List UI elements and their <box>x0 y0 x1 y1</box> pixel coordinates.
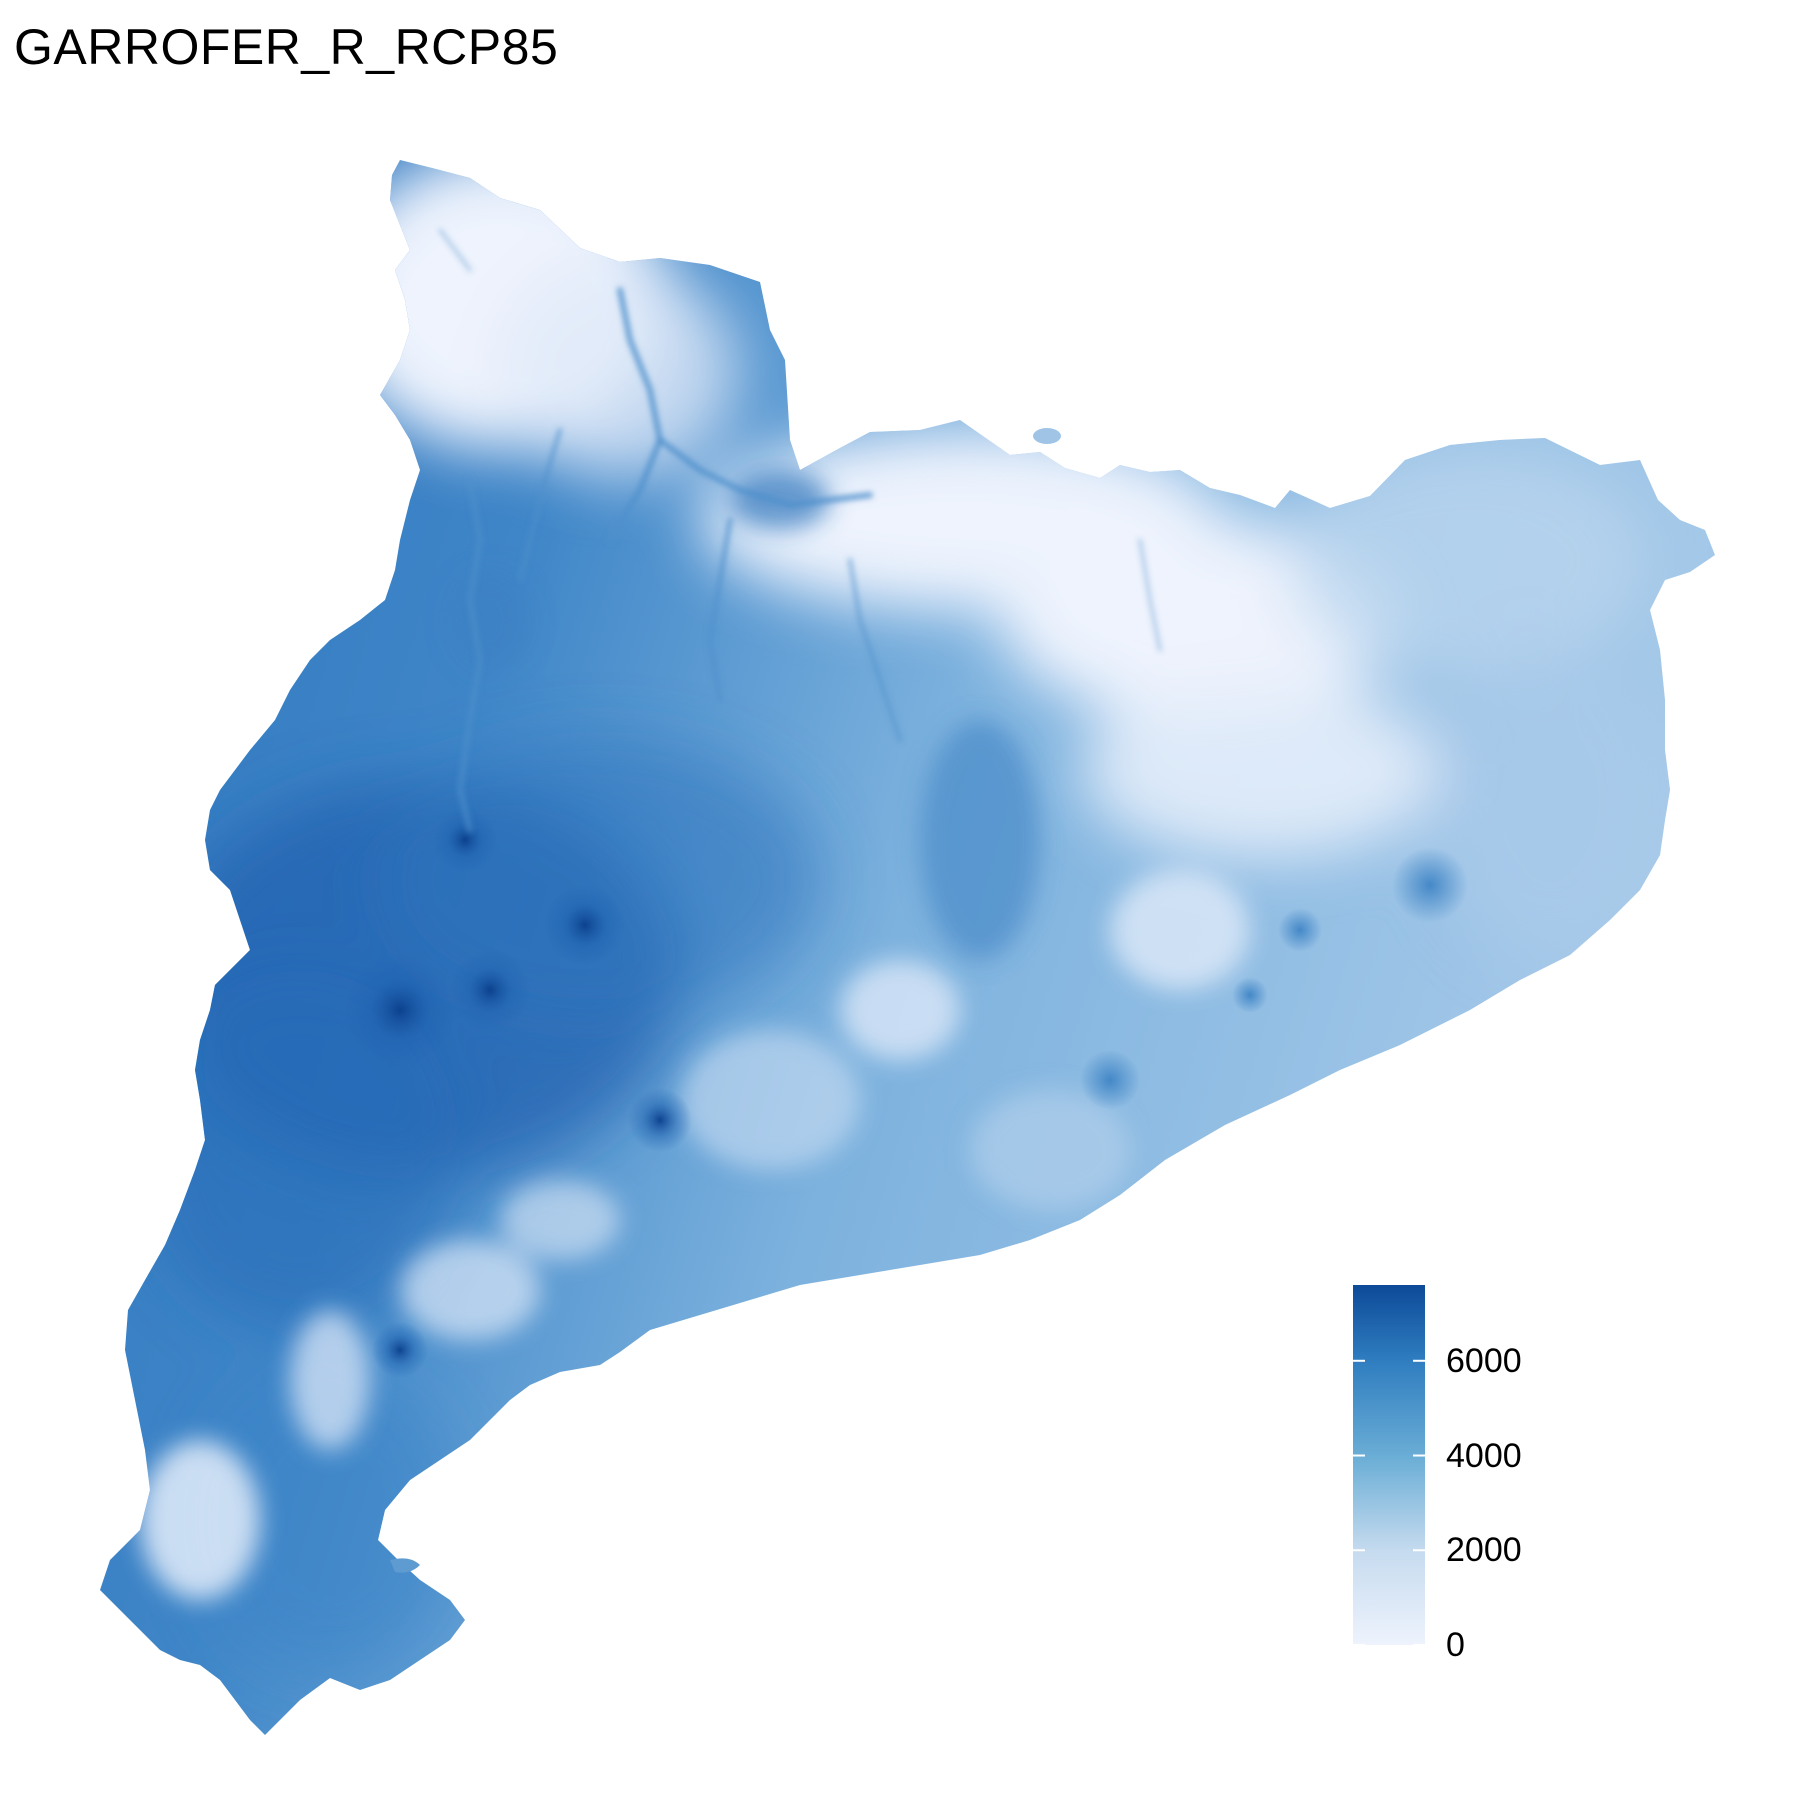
color-legend: 6000 4000 2000 0 <box>1353 1285 1583 1662</box>
legend-tick-label: 0 <box>1446 1626 1465 1664</box>
legend-colorbar <box>1353 1285 1425 1645</box>
legend-tick-label: 2000 <box>1446 1531 1522 1570</box>
legend-tick-label: 6000 <box>1446 1341 1522 1380</box>
legend-tick-label: 4000 <box>1446 1436 1522 1475</box>
map-title: GARROFER_R_RCP85 <box>14 19 559 75</box>
lake-shape <box>1033 428 1061 444</box>
